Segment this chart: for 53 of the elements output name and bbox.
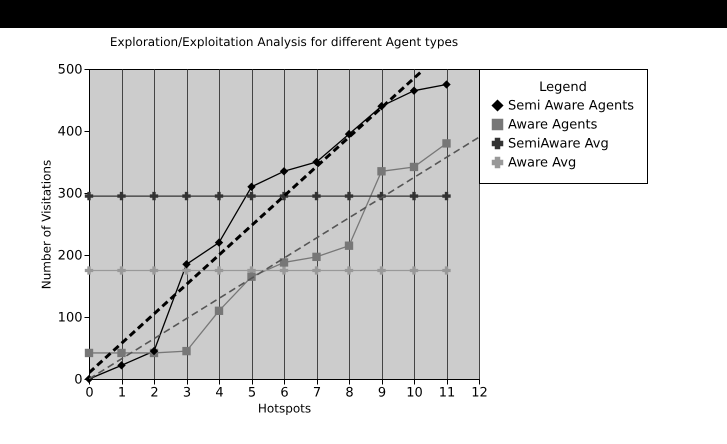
x-tick-label: 3 xyxy=(182,386,192,400)
point xyxy=(117,348,126,358)
y-tick-label: 500 xyxy=(58,62,82,78)
x-tick-label: 7 xyxy=(312,386,322,400)
legend-title: Legend xyxy=(539,80,587,95)
point xyxy=(410,86,418,95)
point xyxy=(182,192,191,200)
y-tick-label: 0 xyxy=(74,372,82,388)
point xyxy=(312,192,321,200)
legend-label: Aware Avg xyxy=(508,156,576,170)
point xyxy=(117,192,126,200)
x-tick-label: 8 xyxy=(345,386,354,400)
point xyxy=(280,167,288,176)
point xyxy=(344,242,354,250)
point xyxy=(214,192,224,200)
y-tick-label: 200 xyxy=(58,248,82,264)
point xyxy=(442,80,451,89)
point xyxy=(84,348,94,358)
point xyxy=(214,238,224,247)
point xyxy=(410,162,418,172)
y-tick-label: 100 xyxy=(58,310,82,326)
point xyxy=(214,306,224,315)
point xyxy=(344,192,354,200)
legend-label: Semi Aware Agents xyxy=(508,98,634,114)
x-tick-label: 4 xyxy=(215,386,224,400)
point xyxy=(117,361,126,370)
point xyxy=(442,192,451,200)
legend-label: Aware Agents xyxy=(508,118,598,132)
point xyxy=(182,346,191,356)
point xyxy=(377,167,386,176)
y-tick-label: 400 xyxy=(58,124,82,140)
y-axis-title: Number of Visitations xyxy=(40,160,54,290)
point xyxy=(247,182,256,191)
x-tick-label: 9 xyxy=(378,386,386,400)
point xyxy=(84,192,94,200)
point xyxy=(410,192,418,200)
x-tick-label: 10 xyxy=(406,386,423,400)
legend-label: SemiAware Avg xyxy=(508,136,609,152)
chart-title: Exploration/Exploitation Analysis for different Agent types xyxy=(110,35,458,49)
x-tick-label: 6 xyxy=(280,386,289,400)
x-tick-label: 0 xyxy=(85,386,94,400)
x-tick-label: 2 xyxy=(150,386,159,400)
y-tick-label: 300 xyxy=(58,186,82,202)
x-axis-title: Hotspots xyxy=(258,402,312,416)
x-tick-label: 5 xyxy=(248,386,256,400)
x-tick-label: 1 xyxy=(118,386,126,400)
x-tick-label: 11 xyxy=(438,386,456,400)
point xyxy=(150,192,158,200)
point xyxy=(182,260,191,268)
point xyxy=(442,139,451,148)
x-tick-label: 12 xyxy=(471,386,488,400)
point xyxy=(247,192,256,200)
point xyxy=(312,252,321,262)
